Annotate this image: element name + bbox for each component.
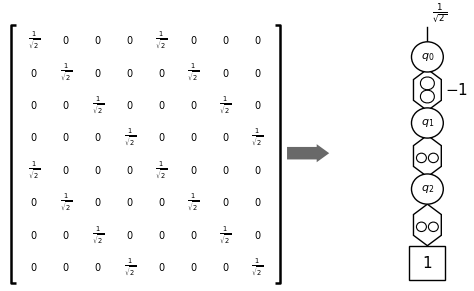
Text: $\frac{1}{\sqrt{2}}$: $\frac{1}{\sqrt{2}}$ xyxy=(219,94,231,116)
Text: $0$: $0$ xyxy=(222,67,229,79)
Text: $0$: $0$ xyxy=(190,34,197,46)
Text: $0$: $0$ xyxy=(254,67,261,79)
Text: $0$: $0$ xyxy=(222,34,229,46)
Text: $0$: $0$ xyxy=(62,132,70,143)
Text: $0$: $0$ xyxy=(190,261,197,273)
Text: $0$: $0$ xyxy=(158,229,165,241)
Text: $\frac{1}{\sqrt{2}}$: $\frac{1}{\sqrt{2}}$ xyxy=(251,256,264,278)
Text: $0$: $0$ xyxy=(222,261,229,273)
Text: $0$: $0$ xyxy=(254,229,261,241)
Text: $\frac{1}{\sqrt{2}}$: $\frac{1}{\sqrt{2}}$ xyxy=(219,224,231,246)
Text: $0$: $0$ xyxy=(62,261,70,273)
Text: $\frac{1}{\sqrt{2}}$: $\frac{1}{\sqrt{2}}$ xyxy=(60,191,72,213)
Circle shape xyxy=(428,153,438,163)
Text: $0$: $0$ xyxy=(30,229,37,241)
Text: $\frac{1}{\sqrt{2}}$: $\frac{1}{\sqrt{2}}$ xyxy=(187,62,200,84)
Polygon shape xyxy=(413,204,441,246)
Text: $0$: $0$ xyxy=(62,229,70,241)
Text: $\frac{1}{\sqrt{2}}$: $\frac{1}{\sqrt{2}}$ xyxy=(60,62,72,84)
Text: $0$: $0$ xyxy=(222,164,229,176)
Text: $0$: $0$ xyxy=(254,34,261,46)
Circle shape xyxy=(411,174,443,204)
Text: $0$: $0$ xyxy=(158,261,165,273)
Text: $\frac{1}{\sqrt{2}}$: $\frac{1}{\sqrt{2}}$ xyxy=(28,159,40,181)
Polygon shape xyxy=(413,69,441,111)
Text: $0$: $0$ xyxy=(158,196,165,208)
Text: $\frac{1}{\sqrt{2}}$: $\frac{1}{\sqrt{2}}$ xyxy=(187,191,200,213)
Text: $\frac{1}{\sqrt{2}}$: $\frac{1}{\sqrt{2}}$ xyxy=(91,94,104,116)
Text: $0$: $0$ xyxy=(30,261,37,273)
Text: $0$: $0$ xyxy=(222,196,229,208)
Text: $0$: $0$ xyxy=(62,164,70,176)
Text: $1$: $1$ xyxy=(422,255,432,271)
Text: $0$: $0$ xyxy=(30,67,37,79)
Text: $-1$: $-1$ xyxy=(445,82,468,98)
Text: $0$: $0$ xyxy=(190,229,197,241)
Text: $0$: $0$ xyxy=(94,196,101,208)
Text: $0$: $0$ xyxy=(30,132,37,143)
Circle shape xyxy=(428,222,438,232)
Text: $0$: $0$ xyxy=(126,164,133,176)
Text: $0$: $0$ xyxy=(62,34,70,46)
Text: $q_{1}$: $q_{1}$ xyxy=(421,117,434,129)
Text: $0$: $0$ xyxy=(94,67,101,79)
Text: $0$: $0$ xyxy=(190,99,197,111)
Text: $0$: $0$ xyxy=(126,67,133,79)
Text: $0$: $0$ xyxy=(158,99,165,111)
Text: $0$: $0$ xyxy=(126,229,133,241)
Bar xyxy=(410,246,445,280)
Text: $0$: $0$ xyxy=(190,164,197,176)
Text: $0$: $0$ xyxy=(94,261,101,273)
Circle shape xyxy=(411,42,443,72)
Text: $\frac{1}{\sqrt{2}}$: $\frac{1}{\sqrt{2}}$ xyxy=(155,29,168,51)
Text: $0$: $0$ xyxy=(126,34,133,46)
Text: $0$: $0$ xyxy=(94,34,101,46)
Text: $0$: $0$ xyxy=(222,132,229,143)
Text: $0$: $0$ xyxy=(254,99,261,111)
Polygon shape xyxy=(413,135,441,177)
Text: $0$: $0$ xyxy=(62,99,70,111)
Text: $\frac{1}{\sqrt{2}}$: $\frac{1}{\sqrt{2}}$ xyxy=(124,256,136,278)
Text: $0$: $0$ xyxy=(30,99,37,111)
Text: $\frac{1}{\sqrt{2}}$: $\frac{1}{\sqrt{2}}$ xyxy=(251,127,264,148)
Text: $0$: $0$ xyxy=(126,99,133,111)
Circle shape xyxy=(411,108,443,138)
Text: $\frac{1}{\sqrt{2}}$: $\frac{1}{\sqrt{2}}$ xyxy=(91,224,104,246)
FancyArrowPatch shape xyxy=(287,144,329,162)
Text: $0$: $0$ xyxy=(254,164,261,176)
Text: $0$: $0$ xyxy=(30,196,37,208)
Circle shape xyxy=(417,222,427,232)
Text: $\frac{1}{\sqrt{2}}$: $\frac{1}{\sqrt{2}}$ xyxy=(124,127,136,148)
Text: $0$: $0$ xyxy=(190,132,197,143)
Text: $0$: $0$ xyxy=(126,196,133,208)
Text: $0$: $0$ xyxy=(158,132,165,143)
Text: $q_{0}$: $q_{0}$ xyxy=(420,51,434,63)
Circle shape xyxy=(417,153,427,163)
Text: $0$: $0$ xyxy=(94,164,101,176)
Text: $q_{2}$: $q_{2}$ xyxy=(421,183,434,195)
Text: $0$: $0$ xyxy=(254,196,261,208)
Text: $\frac{1}{\sqrt{2}}$: $\frac{1}{\sqrt{2}}$ xyxy=(155,159,168,181)
Text: $0$: $0$ xyxy=(94,132,101,143)
Text: $0$: $0$ xyxy=(158,67,165,79)
Text: $\frac{1}{\sqrt{2}}$: $\frac{1}{\sqrt{2}}$ xyxy=(28,29,40,51)
Text: $\frac{1}{\sqrt{2}}$: $\frac{1}{\sqrt{2}}$ xyxy=(432,1,447,25)
